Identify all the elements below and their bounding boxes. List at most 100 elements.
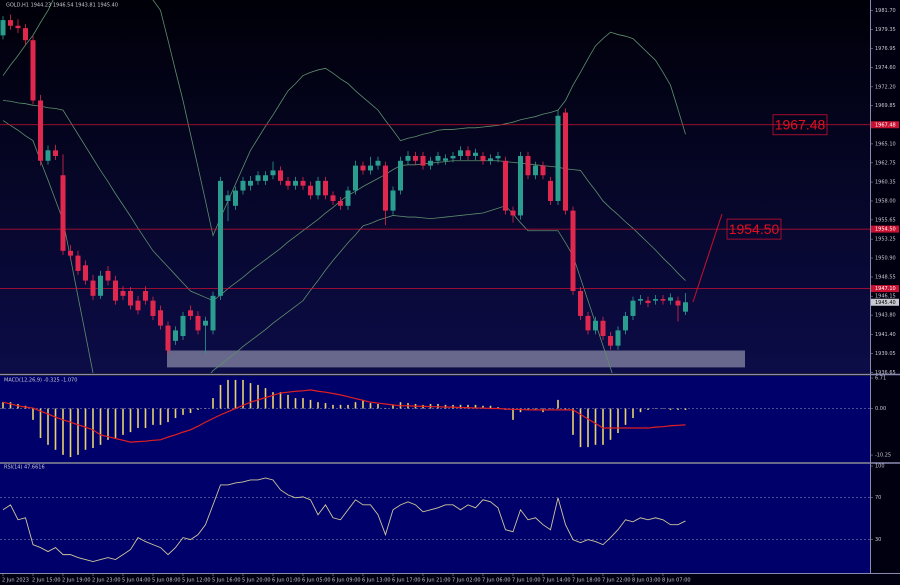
macd-bar <box>354 402 357 409</box>
candle-body <box>135 300 141 311</box>
macd-bar <box>459 404 462 409</box>
candle-body <box>345 190 351 206</box>
x-tick-label: 6 Jun 09:00 <box>332 578 361 584</box>
candle-body <box>600 320 606 337</box>
chart-title: GOLD,H1 1944.23 1946.54 1943.81 1945.40 <box>6 3 118 9</box>
candle-body <box>233 190 238 206</box>
annotation-label: 1967.48 <box>775 116 826 132</box>
level-label-box <box>871 225 899 233</box>
macd-bar <box>639 408 642 413</box>
y-tick-label: 1958.00 <box>875 198 896 204</box>
macd-bar <box>587 408 589 448</box>
macd-bar <box>609 408 612 440</box>
macd-plot <box>0 379 870 458</box>
macd-bar <box>77 408 79 455</box>
macd-bar <box>129 408 132 433</box>
macd-bar <box>632 408 634 419</box>
candle-body <box>435 155 441 161</box>
macd-bar <box>527 408 529 410</box>
candle-body <box>218 180 223 296</box>
candle-body <box>570 210 576 292</box>
candle-body <box>330 195 336 201</box>
candle-body <box>383 165 388 211</box>
macd-bar <box>572 408 574 435</box>
macd-bar <box>339 404 342 409</box>
candle-body <box>593 320 598 331</box>
x-tick-label: 5 Jun 16:00 <box>212 578 241 584</box>
macd-bar <box>219 384 222 409</box>
last-price-box <box>871 298 899 306</box>
signal-line <box>2 389 686 443</box>
level-label-box <box>871 285 899 293</box>
macd-bar <box>197 408 199 410</box>
candle-body <box>540 165 546 176</box>
y-tick-label: 100 <box>875 464 885 470</box>
macd-bar <box>69 408 72 458</box>
macd-bar <box>99 408 102 445</box>
candle-body <box>45 150 51 161</box>
candle-body <box>90 280 96 296</box>
candle-body <box>263 175 268 181</box>
candle-body <box>450 155 456 159</box>
candle-body <box>548 180 553 201</box>
macd-bar <box>497 407 499 409</box>
macd-bar <box>467 404 469 409</box>
macd-bar <box>182 408 184 415</box>
candle-body <box>30 40 36 101</box>
candle-body <box>165 325 171 351</box>
macd-bar <box>234 379 237 409</box>
macd-bar <box>602 408 604 445</box>
x-tick-label: 7 Jun 14:00 <box>542 578 571 584</box>
y-tick-label: 1962.75 <box>875 160 896 166</box>
macd-bar <box>347 404 349 409</box>
macd-bar <box>294 398 297 409</box>
macd-bar <box>474 404 477 409</box>
candle-body <box>398 160 403 191</box>
candle-body <box>495 155 501 159</box>
macd-bar <box>647 408 649 410</box>
macd-bar <box>54 408 57 450</box>
trend-line <box>692 213 723 303</box>
x-tick-label: 6 Jun 21:00 <box>422 578 451 584</box>
x-tick-label: 6 Jun 05:00 <box>302 578 331 584</box>
y-tick-label: 70 <box>875 495 881 501</box>
main-plot <box>0 0 870 373</box>
macd-bar <box>32 408 34 420</box>
candle-body <box>353 165 358 191</box>
macd-bar <box>309 399 312 409</box>
band-middle <box>2 100 686 302</box>
y-tick-label: 1974.60 <box>875 65 896 71</box>
candle-body <box>645 300 651 304</box>
candle-body <box>128 291 133 306</box>
candle-body <box>608 336 613 346</box>
candle-body <box>668 297 673 301</box>
macd-bar <box>317 402 319 409</box>
macd-bar <box>324 403 327 409</box>
y-tick-label: 1960.35 <box>875 180 896 186</box>
candle-body <box>293 180 298 186</box>
y-tick-label: 30 <box>875 537 881 543</box>
candle-body <box>683 302 688 312</box>
candle-body <box>0 20 6 36</box>
macd-bar <box>677 408 679 410</box>
y-tick-label: 1950.90 <box>875 256 896 262</box>
candle-body <box>98 275 103 296</box>
candle-body <box>315 180 321 196</box>
y-tick-label: 1979.35 <box>875 27 896 33</box>
macd-bar <box>174 408 177 419</box>
macd-bar <box>332 404 334 409</box>
x-tick-label: 5 Jun 08:00 <box>152 578 181 584</box>
candle-body <box>23 28 28 41</box>
y-tick-label: 1965.10 <box>875 141 896 147</box>
candle-body <box>473 152 478 156</box>
macd-bar <box>564 408 567 410</box>
candle-body <box>300 180 306 186</box>
level-label-box <box>871 121 899 129</box>
macd-bar <box>594 408 597 445</box>
candle-body <box>225 195 231 201</box>
candle-body <box>630 300 636 316</box>
x-tick-label: 6 Jun 13:00 <box>362 578 391 584</box>
macd-bar <box>212 398 214 409</box>
candle-body <box>360 165 366 171</box>
macd-title: MACD(12,26,9) -0.325 -1.070 <box>4 378 77 384</box>
